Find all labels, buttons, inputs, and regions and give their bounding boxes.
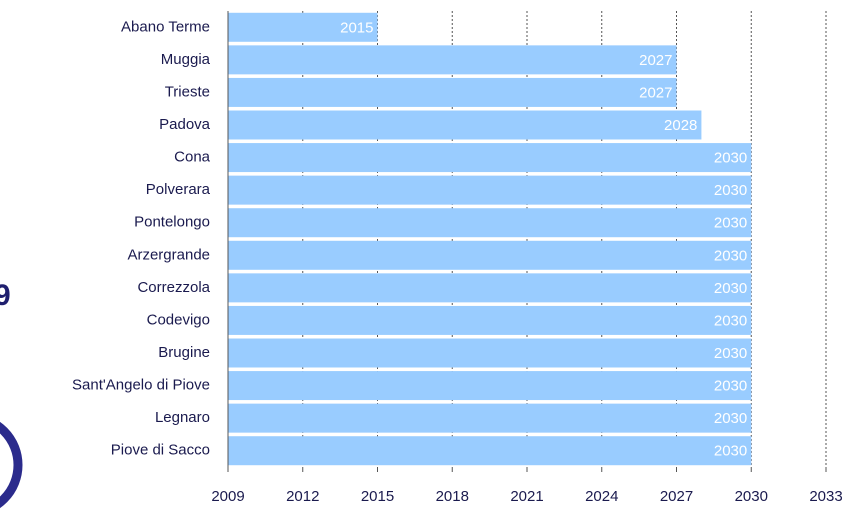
bar [228, 45, 677, 75]
value-label: 2027 [639, 84, 672, 101]
value-label: 2030 [714, 280, 747, 297]
bar [228, 371, 752, 401]
y-tick-label: Legnaro [155, 409, 210, 426]
value-label: 2030 [714, 345, 747, 362]
y-tick-label: Cona [174, 149, 211, 166]
x-tick-label: 2015 [361, 488, 394, 505]
x-tick-label: 2024 [585, 488, 618, 505]
bar [228, 273, 752, 303]
value-label: 2030 [714, 182, 747, 199]
x-tick-label: 2012 [286, 488, 319, 505]
x-tick-label: 2021 [510, 488, 543, 505]
value-label: 2030 [714, 378, 747, 395]
annotation: 9 [0, 279, 11, 312]
value-label: 2030 [714, 247, 747, 264]
value-label: 2028 [664, 117, 697, 134]
y-tick-label: Sant'Angelo di Piove [72, 377, 210, 394]
bar [228, 403, 752, 433]
bar [228, 12, 378, 42]
bar [228, 240, 752, 270]
x-tick-label: 2027 [660, 488, 693, 505]
y-tick-label: Piove di Sacco [111, 442, 210, 459]
bar [228, 77, 677, 107]
y-tick-label: Trieste [165, 83, 210, 100]
x-tick-label: 2030 [735, 488, 768, 505]
bar [228, 143, 752, 173]
y-tick-label: Arzergrande [127, 246, 210, 263]
bar [228, 208, 752, 238]
value-label: 2030 [714, 150, 747, 167]
y-tick-label: Pontelongo [134, 214, 210, 231]
bar [228, 338, 752, 368]
y-tick-label: Muggia [161, 51, 211, 68]
value-label: 2030 [714, 410, 747, 427]
y-tick-label: Codevigo [147, 311, 210, 328]
x-tick-label: 2009 [211, 488, 244, 505]
y-tick-label: Correzzola [137, 279, 210, 296]
bar [228, 436, 752, 466]
x-tick-label: 2018 [436, 488, 469, 505]
value-label: 2030 [714, 443, 747, 460]
value-label: 2030 [714, 215, 747, 232]
bar [228, 305, 752, 335]
y-tick-label: Polverara [146, 181, 211, 198]
bar [228, 175, 752, 205]
value-label: 2030 [714, 312, 747, 329]
bar [228, 110, 702, 140]
value-label: 2015 [340, 19, 373, 36]
y-tick-label: Brugine [158, 344, 210, 361]
decoration-arc [0, 421, 23, 509]
value-label: 2027 [639, 52, 672, 69]
x-tick-label: 2033 [809, 488, 842, 505]
y-tick-label: Abano Terme [121, 18, 210, 35]
y-tick-label: Padova [159, 116, 211, 133]
